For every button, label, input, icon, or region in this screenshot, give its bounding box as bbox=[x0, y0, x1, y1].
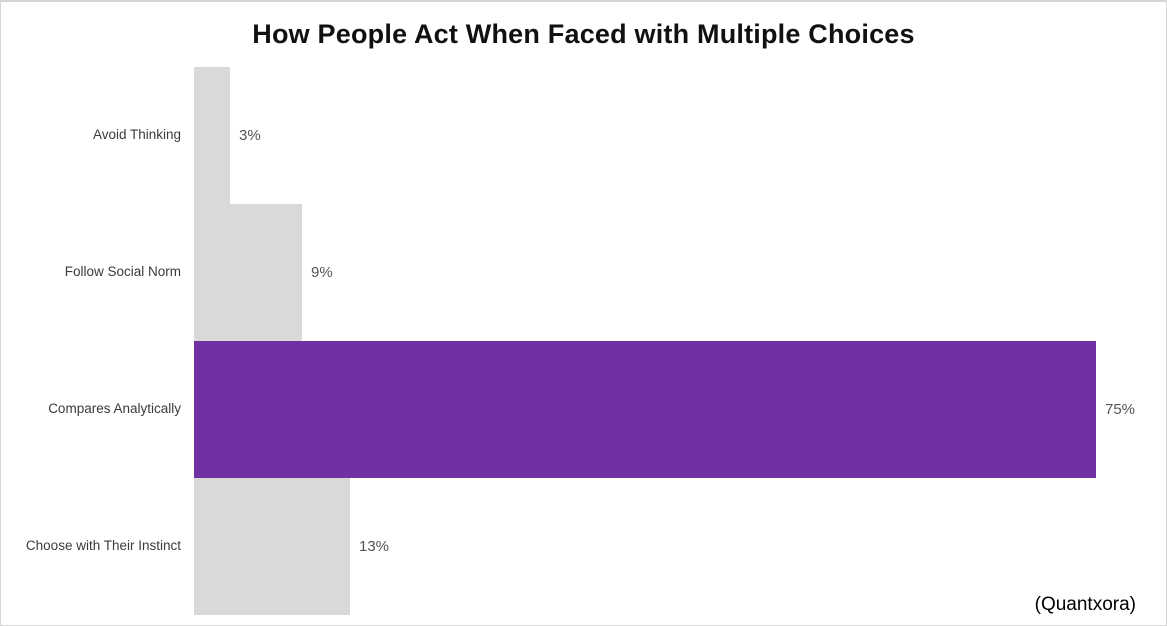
category-label-avoid-thinking: Avoid Thinking bbox=[92, 127, 181, 143]
chart-row-compares-analytically: Compares Analytically 75% bbox=[1, 341, 1167, 478]
category-label-compares-analytically: Compares Analytically bbox=[48, 401, 181, 417]
chart-row-follow-social-norm: Follow Social Norm 9% bbox=[1, 204, 1167, 341]
bar-compares-analytically bbox=[194, 341, 1096, 478]
value-label-choose-with-their-instinct: 13% bbox=[359, 538, 390, 555]
category-label-choose-with-their-instinct: Choose with Their Instinct bbox=[25, 538, 181, 554]
bar-avoid-thinking bbox=[194, 67, 230, 204]
bar-follow-social-norm bbox=[194, 204, 302, 341]
source-attribution: (Quantxora) bbox=[1034, 594, 1136, 615]
value-label-follow-social-norm: 9% bbox=[311, 264, 333, 281]
chart-row-choose-with-their-instinct: Choose with Their Instinct 13% bbox=[1, 478, 1167, 615]
plot-area: Avoid Thinking 3% Follow Social Norm 9% Comp… bbox=[1, 67, 1167, 615]
chart-title: How People Act When Faced with Multiple … bbox=[252, 18, 915, 49]
category-label-follow-social-norm: Follow Social Norm bbox=[64, 264, 181, 280]
value-label-compares-analytically: 75% bbox=[1105, 401, 1136, 418]
chart-row-avoid-thinking: Avoid Thinking 3% bbox=[1, 67, 1167, 204]
bar-choose-with-their-instinct bbox=[194, 478, 350, 615]
value-label-avoid-thinking: 3% bbox=[239, 127, 261, 144]
